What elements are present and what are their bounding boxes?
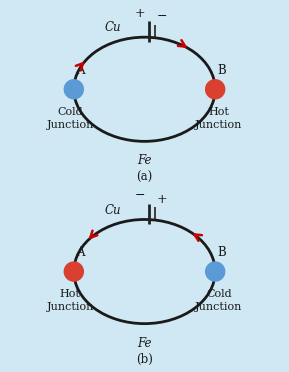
Circle shape [205,79,225,99]
Text: +: + [156,193,167,205]
Text: Fe: Fe [137,154,152,167]
Text: A: A [76,64,84,77]
Text: −: − [157,10,167,23]
Text: A: A [76,247,84,260]
Circle shape [64,79,84,99]
Text: (b): (b) [136,353,153,366]
Text: Cu: Cu [105,204,121,217]
Text: Fe: Fe [137,337,152,350]
Text: Cu: Cu [105,22,121,34]
Circle shape [64,261,84,282]
Text: Cold
Junction: Cold Junction [47,107,94,130]
Circle shape [205,261,225,282]
Text: Hot
Junction: Hot Junction [195,107,242,130]
Text: (a): (a) [136,171,153,184]
Text: −: − [135,189,145,202]
Text: Hot
Junction: Hot Junction [47,289,94,312]
Text: B: B [217,64,226,77]
Text: B: B [217,247,226,260]
Text: Cold
Junction: Cold Junction [195,289,242,312]
Text: +: + [135,7,146,19]
